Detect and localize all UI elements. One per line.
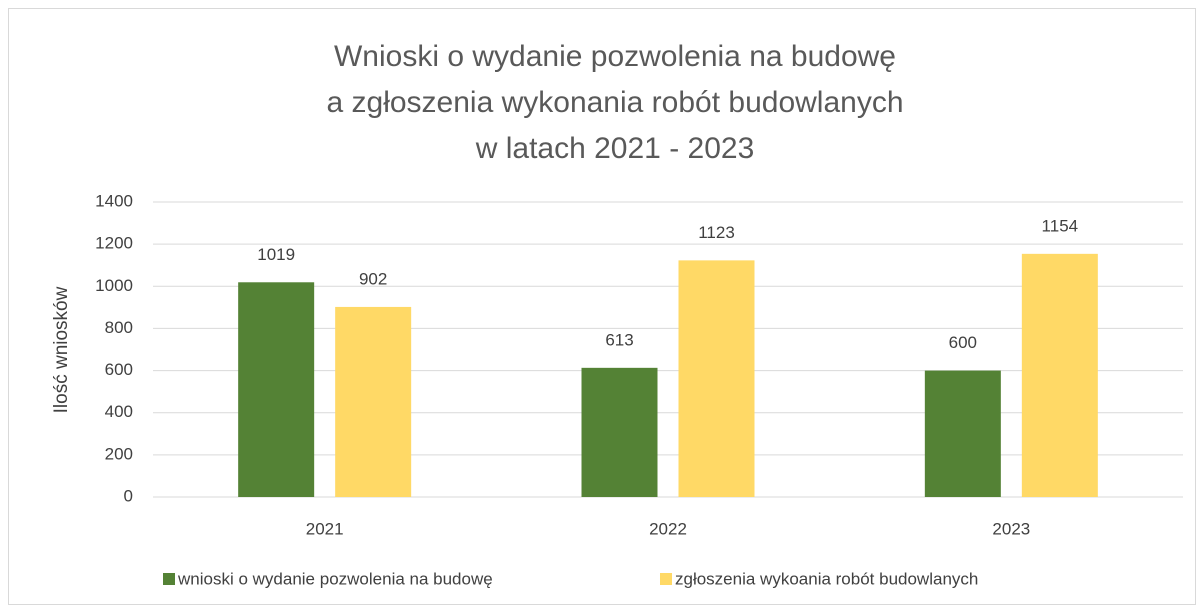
- legend-label: zgłoszenia wykoania robót budowlanych: [675, 569, 978, 588]
- chart-border: [8, 8, 1196, 605]
- bar: [238, 282, 315, 497]
- chart-title: w latach 2021 - 2023: [475, 132, 755, 165]
- x-tick-label: 2021: [306, 519, 344, 538]
- data-label: 613: [605, 330, 633, 349]
- chart-title: Wnioski o wydanie pozwolenia na budowę: [334, 40, 896, 73]
- bar: [678, 260, 755, 497]
- y-tick-label: 600: [105, 360, 133, 379]
- data-label: 1154: [1042, 216, 1079, 235]
- x-tick-label: 2023: [992, 519, 1030, 538]
- legend-swatch: [660, 573, 672, 585]
- data-label: 600: [949, 333, 977, 352]
- y-tick-label: 400: [105, 402, 133, 421]
- bar: [924, 370, 1001, 497]
- data-label: 1123: [698, 223, 735, 242]
- legend-label: wnioski o wydanie pozwolenia na budowę: [177, 569, 493, 588]
- y-tick-label: 1000: [95, 276, 133, 295]
- x-tick-label: 2022: [649, 519, 687, 538]
- y-tick-label: 0: [124, 486, 133, 505]
- y-tick-label: 1400: [95, 191, 133, 210]
- data-label: 902: [359, 269, 387, 288]
- y-axis-label: Ilość wniosków: [51, 286, 72, 413]
- legend-swatch: [163, 573, 175, 585]
- data-label: 1019: [257, 245, 295, 264]
- chart-title: a zgłoszenia wykonania robót budowlanych: [326, 86, 903, 119]
- y-tick-label: 800: [105, 318, 133, 337]
- bar: [1021, 253, 1098, 497]
- bar: [581, 367, 658, 497]
- bar: [335, 306, 412, 497]
- y-tick-label: 200: [105, 444, 133, 463]
- y-tick-label: 1200: [95, 234, 133, 253]
